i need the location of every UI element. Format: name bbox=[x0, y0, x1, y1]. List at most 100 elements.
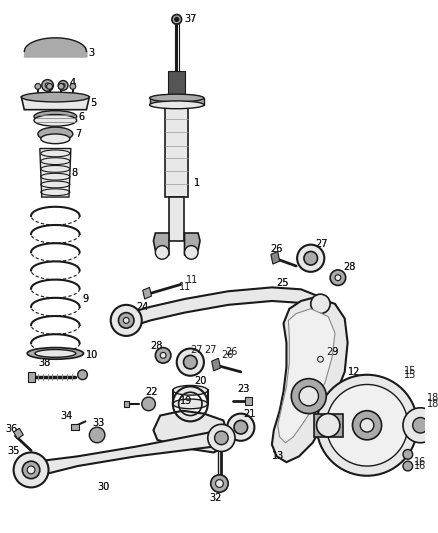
Bar bbox=[314, 414, 343, 437]
Circle shape bbox=[318, 357, 323, 362]
Circle shape bbox=[89, 427, 105, 443]
Polygon shape bbox=[278, 309, 335, 443]
Polygon shape bbox=[143, 287, 152, 299]
Text: 16: 16 bbox=[413, 457, 426, 467]
Circle shape bbox=[42, 79, 53, 91]
Polygon shape bbox=[153, 411, 228, 453]
Circle shape bbox=[177, 349, 204, 376]
Circle shape bbox=[175, 18, 179, 21]
Circle shape bbox=[311, 294, 330, 313]
Text: 33: 33 bbox=[92, 418, 105, 429]
Text: 1: 1 bbox=[194, 177, 200, 188]
Circle shape bbox=[22, 461, 40, 479]
Text: 29: 29 bbox=[326, 348, 339, 358]
Polygon shape bbox=[28, 372, 35, 382]
Text: 7: 7 bbox=[75, 129, 81, 139]
Text: 22: 22 bbox=[146, 387, 158, 397]
Text: 18: 18 bbox=[427, 399, 438, 409]
Text: 15: 15 bbox=[404, 370, 416, 380]
Text: 11: 11 bbox=[179, 282, 191, 293]
Text: 30: 30 bbox=[97, 482, 110, 492]
Circle shape bbox=[403, 408, 438, 443]
Text: 20: 20 bbox=[194, 376, 207, 385]
Text: 27: 27 bbox=[316, 239, 328, 249]
Text: 32: 32 bbox=[210, 493, 222, 503]
Text: 7: 7 bbox=[75, 129, 81, 139]
Circle shape bbox=[118, 313, 134, 328]
Ellipse shape bbox=[173, 399, 208, 409]
Circle shape bbox=[353, 411, 381, 440]
Circle shape bbox=[70, 84, 76, 90]
Circle shape bbox=[184, 356, 197, 369]
Text: 12: 12 bbox=[348, 367, 360, 377]
Text: 9: 9 bbox=[82, 294, 88, 304]
Text: 27: 27 bbox=[316, 239, 328, 249]
Ellipse shape bbox=[38, 127, 73, 141]
Circle shape bbox=[46, 84, 53, 90]
Circle shape bbox=[211, 475, 228, 492]
Text: 38: 38 bbox=[38, 358, 50, 368]
Circle shape bbox=[291, 378, 326, 414]
Text: 34: 34 bbox=[60, 410, 72, 421]
Text: 37: 37 bbox=[184, 14, 197, 25]
Text: 15: 15 bbox=[404, 366, 416, 376]
Ellipse shape bbox=[27, 348, 84, 359]
Circle shape bbox=[297, 245, 324, 272]
Polygon shape bbox=[124, 401, 129, 407]
Circle shape bbox=[215, 431, 228, 445]
Text: 10: 10 bbox=[86, 350, 99, 360]
Circle shape bbox=[155, 348, 171, 363]
Circle shape bbox=[58, 84, 64, 90]
Text: 26: 26 bbox=[270, 244, 283, 254]
Text: 23: 23 bbox=[237, 384, 249, 394]
Polygon shape bbox=[169, 197, 184, 241]
Text: 28: 28 bbox=[343, 262, 355, 272]
Text: 26: 26 bbox=[225, 348, 238, 358]
Circle shape bbox=[61, 84, 65, 87]
Ellipse shape bbox=[35, 350, 76, 357]
Text: 24: 24 bbox=[136, 302, 148, 312]
Text: 36: 36 bbox=[5, 424, 17, 434]
Text: 3: 3 bbox=[88, 49, 95, 58]
Circle shape bbox=[111, 305, 142, 336]
Text: 17: 17 bbox=[317, 393, 329, 403]
Circle shape bbox=[215, 480, 223, 487]
Polygon shape bbox=[71, 424, 79, 430]
Circle shape bbox=[335, 274, 341, 280]
Circle shape bbox=[403, 461, 413, 471]
Polygon shape bbox=[245, 397, 252, 405]
Circle shape bbox=[403, 449, 413, 459]
Circle shape bbox=[314, 352, 327, 366]
Circle shape bbox=[58, 80, 68, 90]
Text: 21: 21 bbox=[243, 409, 255, 418]
Text: 35: 35 bbox=[8, 446, 20, 456]
Polygon shape bbox=[165, 105, 188, 197]
Ellipse shape bbox=[34, 111, 77, 122]
Ellipse shape bbox=[41, 134, 70, 144]
Polygon shape bbox=[212, 358, 220, 371]
Text: 19: 19 bbox=[180, 396, 192, 406]
Polygon shape bbox=[21, 97, 89, 110]
Text: 11: 11 bbox=[185, 274, 198, 285]
Text: 1: 1 bbox=[194, 177, 200, 188]
Polygon shape bbox=[126, 287, 321, 328]
Ellipse shape bbox=[21, 92, 89, 102]
Circle shape bbox=[35, 84, 41, 90]
Circle shape bbox=[299, 386, 318, 406]
Text: 38: 38 bbox=[38, 358, 50, 368]
Text: 3: 3 bbox=[88, 49, 95, 58]
Text: 21: 21 bbox=[243, 409, 255, 418]
Bar bbox=[168, 71, 185, 98]
Text: 13: 13 bbox=[272, 451, 284, 462]
Circle shape bbox=[208, 424, 235, 451]
Text: 8: 8 bbox=[72, 168, 78, 178]
Text: 28: 28 bbox=[151, 341, 163, 351]
Text: 12: 12 bbox=[348, 367, 360, 377]
Circle shape bbox=[317, 375, 417, 476]
Text: 28: 28 bbox=[343, 262, 355, 272]
Text: 6: 6 bbox=[79, 112, 85, 123]
Text: 20: 20 bbox=[194, 376, 207, 385]
Text: 26: 26 bbox=[270, 244, 283, 254]
Circle shape bbox=[45, 83, 50, 88]
Text: 9: 9 bbox=[82, 294, 88, 304]
